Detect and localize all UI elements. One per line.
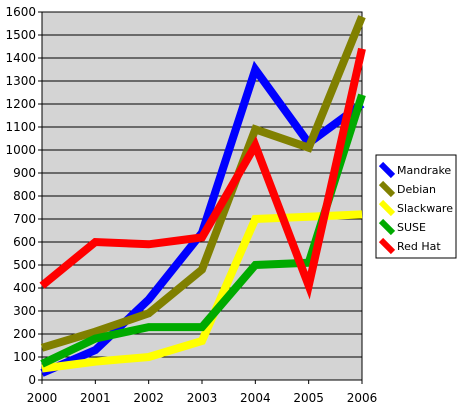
x-tick-label: 2004 bbox=[240, 391, 271, 405]
y-tick-label: 0 bbox=[28, 373, 36, 387]
y-tick-label: 500 bbox=[13, 258, 36, 272]
legend-swatch bbox=[378, 199, 396, 217]
legend: Mandrake Debian Slackware SUSE Red Hat bbox=[375, 154, 457, 259]
series-line-red-hat bbox=[39, 47, 366, 300]
legend-label: SUSE bbox=[397, 221, 426, 234]
y-tick-label: 1300 bbox=[5, 74, 36, 88]
y-tick-label: 300 bbox=[13, 304, 36, 318]
legend-swatch bbox=[378, 237, 396, 255]
legend-swatch bbox=[378, 161, 396, 179]
x-tick-label: 2005 bbox=[293, 391, 324, 405]
y-tick-label: 1000 bbox=[5, 143, 36, 157]
y-tick-label: 1400 bbox=[5, 51, 36, 65]
x-tick-label: 2002 bbox=[133, 391, 164, 405]
series-line-suse bbox=[40, 93, 366, 368]
series-line-debian bbox=[40, 15, 366, 352]
legend-swatch bbox=[378, 180, 396, 198]
x-axis-ticks: 2000 2001 2002 2003 2004 2005 2006 bbox=[27, 380, 378, 405]
x-tick-label: 2001 bbox=[80, 391, 111, 405]
x-tick-label: 2003 bbox=[187, 391, 218, 405]
y-tick-label: 100 bbox=[13, 350, 36, 364]
legend-label: Mandrake bbox=[397, 164, 451, 177]
y-tick-label: 1600 bbox=[5, 5, 36, 19]
y-tick-label: 1200 bbox=[5, 97, 36, 111]
y-tick-label: 1100 bbox=[5, 120, 36, 134]
y-tick-label: 1500 bbox=[5, 28, 36, 42]
series-lines bbox=[39, 15, 366, 377]
legend-label: Debian bbox=[397, 183, 436, 196]
y-axis-ticks: 0 100 200 300 400 500 600 700 800 900 1000 1100 1200… bbox=[5, 5, 42, 387]
legend-label: Red Hat bbox=[397, 240, 441, 253]
y-tick-label: 400 bbox=[13, 281, 36, 295]
legend-label: Slackware bbox=[397, 202, 453, 215]
y-tick-label: 800 bbox=[13, 189, 36, 203]
y-tick-label: 200 bbox=[13, 327, 36, 341]
y-tick-label: 600 bbox=[13, 235, 36, 249]
y-tick-label: 900 bbox=[13, 166, 36, 180]
y-tick-label: 700 bbox=[13, 212, 36, 226]
series-line-slackware bbox=[41, 210, 363, 373]
x-tick-label: 2006 bbox=[347, 391, 378, 405]
legend-swatch bbox=[378, 218, 396, 236]
x-tick-label: 2000 bbox=[27, 391, 58, 405]
